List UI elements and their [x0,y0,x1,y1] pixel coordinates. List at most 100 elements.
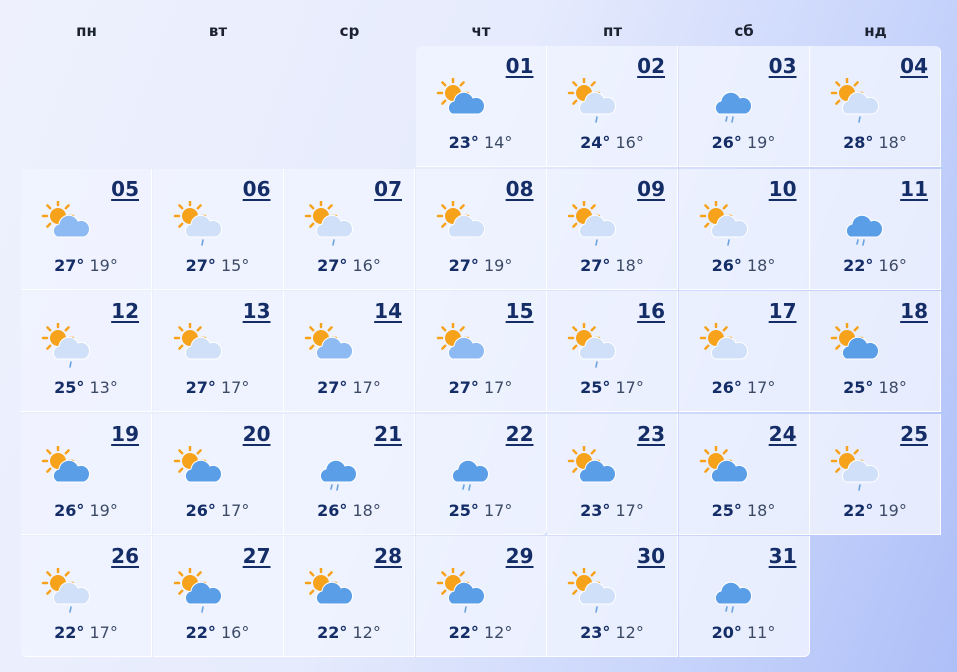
cloud-icon [578,336,617,360]
day-number-link[interactable]: 18 [900,299,928,323]
rain-icon [595,361,598,368]
day-cell[interactable]: 26 22° 17° [21,536,152,657]
day-number-link[interactable]: 05 [111,176,139,201]
cloud-icon [315,214,354,237]
day-cell[interactable]: 15 27° 17° [415,291,547,412]
day-cell[interactable]: 12 25° 13° [21,291,152,412]
day-cell[interactable]: 21 26° 18° [284,413,415,535]
temp-low: 16° [878,255,907,275]
day-cell[interactable]: 31 20° 11° [678,536,810,657]
day-cell[interactable]: 27 22° 16° [152,536,284,657]
day-cell[interactable]: 08 27° 19° [415,168,547,290]
temp-high: 22° [317,623,348,642]
day-number-link[interactable]: 27 [242,544,271,568]
day-cell[interactable]: 30 23° 12° [547,536,678,657]
day-number-link[interactable]: 16 [637,299,665,323]
temp-high: 22° [448,623,479,642]
day-number-link[interactable]: 31 [768,544,797,568]
day-number-link[interactable]: 01 [505,54,534,78]
day-cell[interactable]: 16 25° 17° [547,291,678,412]
temperature: 28° 18° [810,133,940,152]
day-number-link[interactable]: 28 [374,544,402,568]
day-number-link[interactable]: 11 [900,176,928,201]
day-cell[interactable]: 17 26° 17° [678,291,810,412]
day-cell[interactable]: 14 27° 17° [284,291,415,412]
day-number-link[interactable]: 22 [505,421,534,446]
day-cell[interactable]: 25 22° 19° [810,413,941,535]
cloud-icon [841,91,880,115]
temp-high: 22° [185,623,216,642]
cloud-icon [315,336,354,360]
day-number-link[interactable]: 03 [768,54,797,78]
day-number-link[interactable]: 20 [242,421,271,446]
day-cell[interactable]: 20 26° 17° [152,413,284,535]
temp-low: 19° [747,133,776,152]
cloud-icon [447,91,485,115]
day-number-link[interactable]: 26 [111,544,139,568]
day-number-link[interactable]: 19 [111,421,139,446]
day-cell[interactable]: 01 23° 14° [415,46,547,167]
day-cell[interactable]: 18 25° 18° [810,291,941,412]
temp-high: 26° [185,500,216,520]
weekday-label: пн [76,22,97,40]
temperature: 22° 17° [21,623,151,642]
cloud-icon [578,214,617,237]
day-cell[interactable]: 22 25° 17° [415,413,547,535]
day-number-link[interactable]: 21 [374,421,402,446]
temperature: 26° 18° [679,256,809,275]
day-cell[interactable]: 09 27° 18° [547,168,678,290]
day-number-link[interactable]: 23 [637,421,665,446]
temp-high: 28° [843,133,874,152]
temp-high: 25° [843,378,874,397]
day-cell[interactable]: 11 22° 16° [810,168,941,290]
temperature: 27° 17° [284,378,414,397]
day-cell[interactable]: 29 22° 12° [415,536,547,657]
day-number-link[interactable]: 17 [768,299,797,323]
day-number-link[interactable]: 07 [374,176,402,201]
temperature: 22° 16° [810,256,940,275]
day-number-link[interactable]: 14 [374,299,402,323]
day-number-link[interactable]: 12 [111,299,139,323]
temp-high: 23° [580,623,611,642]
day-cell[interactable]: 07 27° 16° [284,168,415,290]
day-number-link[interactable]: 13 [242,299,271,323]
temperature: 26° 18° [284,501,414,520]
cloud-icon [184,581,222,605]
weather-sun-cloud-icon [304,566,360,614]
day-number-link[interactable]: 04 [900,54,928,78]
day-number-link[interactable]: 24 [768,421,797,446]
day-number-link[interactable]: 02 [637,54,665,78]
day-number-link[interactable]: 25 [900,421,928,446]
temp-low: 18° [747,255,776,275]
day-number-link[interactable]: 09 [637,176,665,201]
day-cell[interactable]: 28 22° 12° [284,536,415,657]
day-cell[interactable]: 19 26° 19° [21,413,152,535]
day-cell[interactable]: 13 27° 17° [152,291,284,412]
day-cell[interactable]: 04 28° 18° [810,46,941,167]
temp-low: 19° [878,500,907,520]
cloud-icon [841,336,880,360]
day-cell[interactable]: 02 24° 16° [547,46,678,167]
day-cell[interactable]: 03 26° 19° [678,46,810,167]
weather-sun-cloud-icon [436,76,492,124]
day-cell[interactable]: 10 26° 18° [678,168,810,290]
day-number-link[interactable]: 15 [505,299,534,323]
day-cell[interactable]: 24 25° 18° [678,413,810,535]
temperature: 20° 11° [679,623,809,642]
temperature: 22° 12° [284,623,414,642]
day-number-link[interactable]: 06 [242,176,271,201]
temp-low: 16° [615,133,644,152]
temp-low: 17° [89,623,118,642]
day-number-link[interactable]: 08 [505,176,534,201]
day-number-link[interactable]: 30 [637,544,665,568]
rain-icon [724,116,734,123]
cloud-icon [52,459,91,482]
day-cell[interactable]: 06 27° 15° [152,168,284,290]
day-number-link[interactable]: 29 [505,544,534,568]
rain-icon [858,483,861,491]
temp-high: 26° [711,378,742,397]
day-cell[interactable]: 23 23° 17° [547,413,678,535]
day-number-link[interactable]: 10 [768,176,797,201]
day-cell[interactable]: 05 27° 19° [21,168,152,290]
rain-icon [69,361,72,368]
